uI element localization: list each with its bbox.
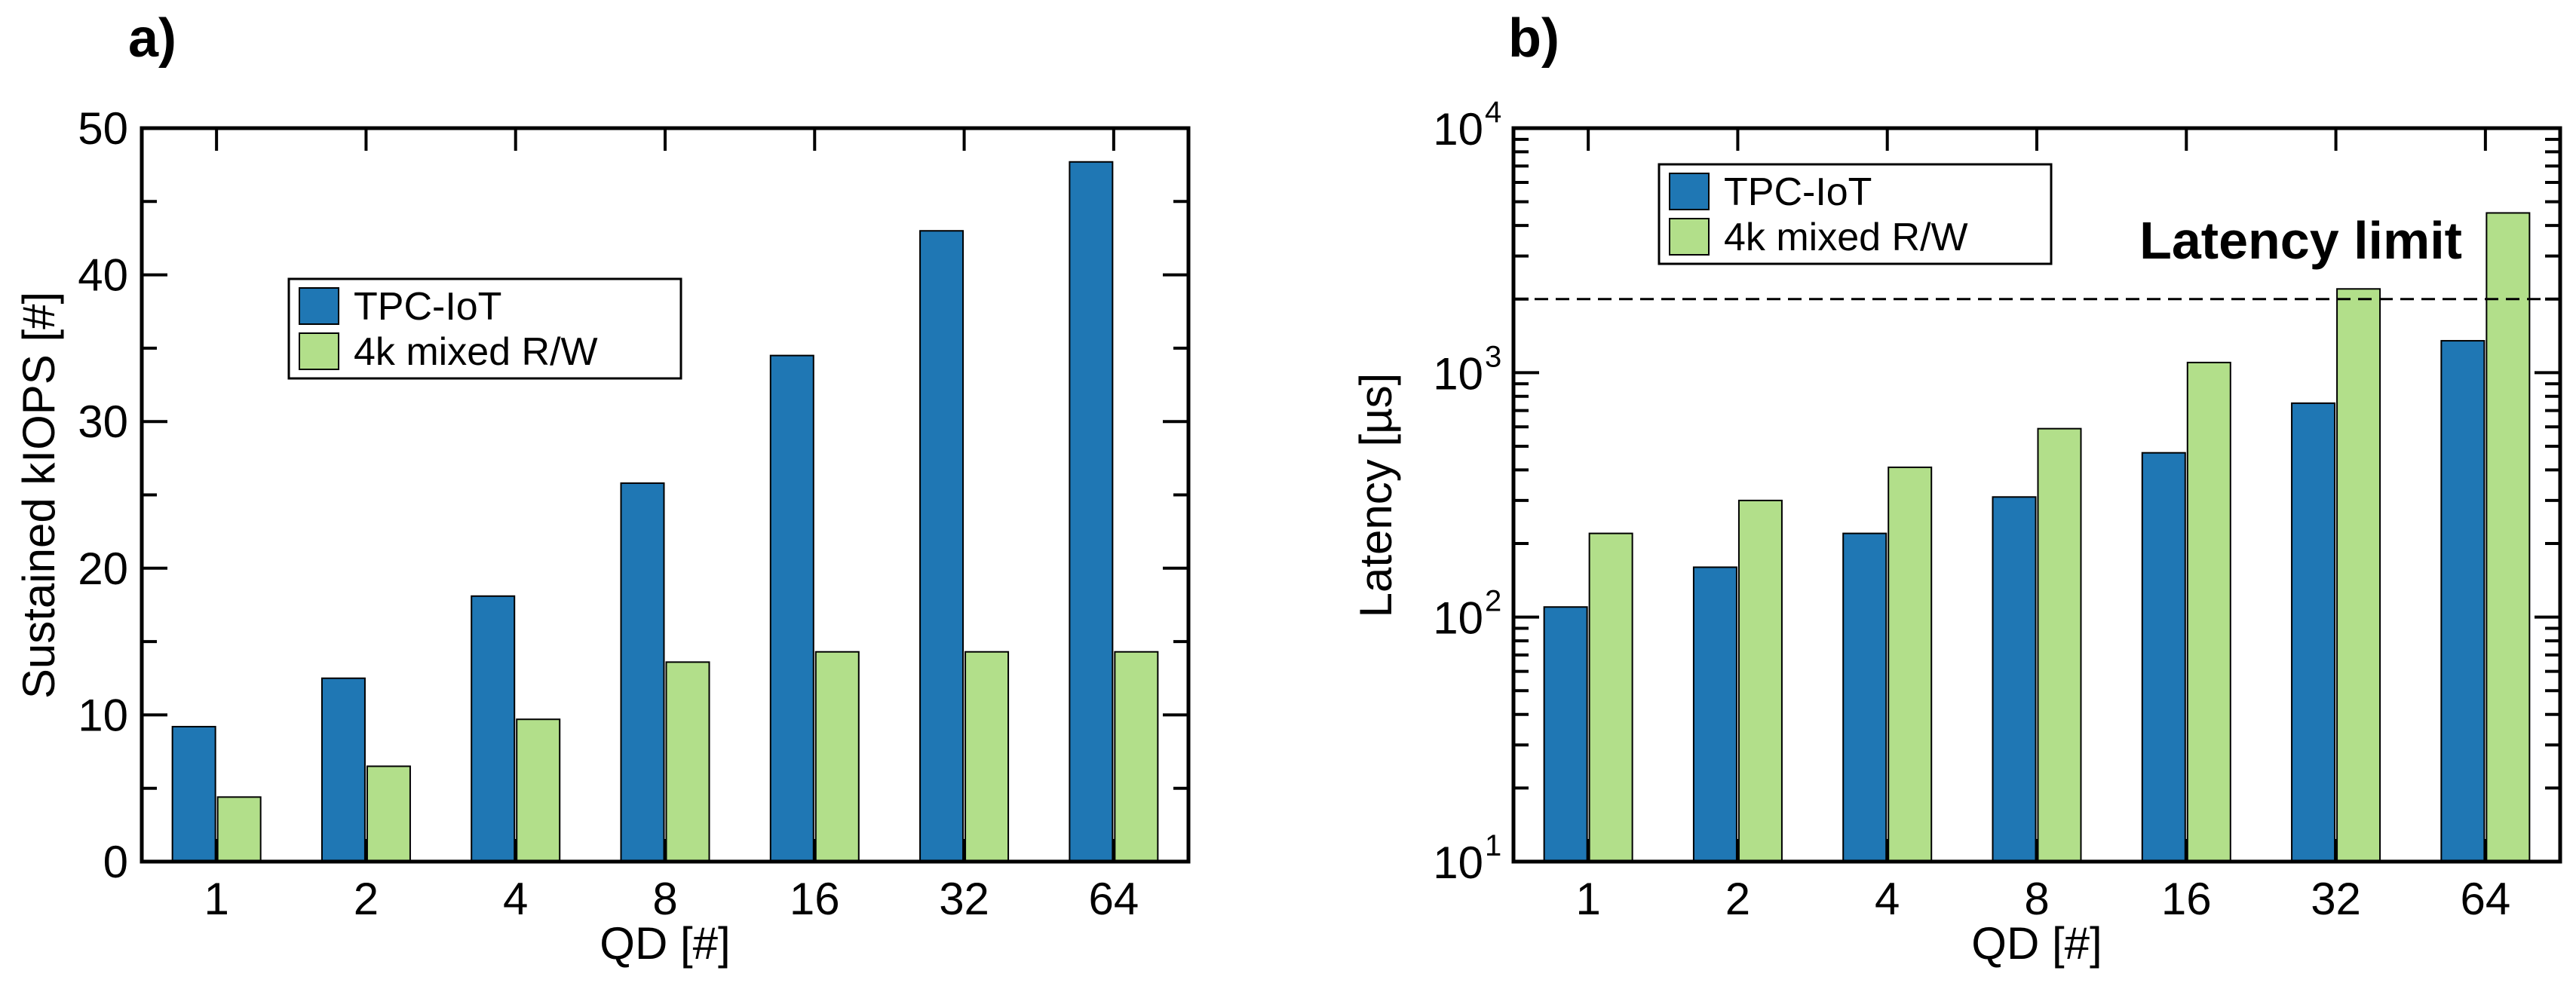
legend-label-4k-mixed-rw: 4k mixed R/W [354, 330, 598, 374]
bar-tpc-iot [320, 677, 366, 862]
y-tick-label: 10 [78, 690, 128, 740]
y-tick-label: 10 [1433, 837, 1483, 888]
y-tick-label: 30 [78, 397, 128, 447]
x-tick-label: 1 [1575, 874, 1600, 924]
legend-label-4k-mixed-rw: 4k mixed R/W [1724, 216, 1968, 259]
x-tick-label: 16 [790, 874, 840, 924]
panel-label: b) [1508, 8, 1559, 69]
bar-tpc-iot [1543, 606, 1588, 862]
bar-4k-mixed-rw [1114, 651, 1159, 862]
x-tick-label: 8 [652, 874, 677, 924]
legend-label-tpc-iot: TPC-IoT [354, 285, 501, 329]
bar-tpc-iot [2141, 452, 2186, 862]
legend-box [1658, 163, 2053, 265]
x-tick-label: 32 [2311, 874, 2361, 924]
bar-tpc-iot [919, 230, 964, 863]
bar-4k-mixed-rw [1588, 532, 1633, 863]
y-tick-exponent: 1 [1485, 829, 1501, 862]
x-tick-label: 2 [354, 874, 379, 924]
bar-4k-mixed-rw [1888, 466, 1933, 862]
y-tick-label: 20 [78, 543, 128, 594]
y-tick-label: 40 [78, 250, 128, 301]
legend-box [287, 277, 682, 380]
x-tick-label: 2 [1725, 874, 1750, 924]
bar-tpc-iot [1992, 496, 2037, 862]
bar-tpc-iot [2291, 402, 2336, 862]
bar-4k-mixed-rw [665, 661, 710, 862]
y-tick-label: 10 [1433, 593, 1483, 644]
x-axis-title: QD [#] [600, 918, 730, 969]
y-tick-label: 10 [1433, 348, 1483, 399]
y-axis-title: Sustained kIOPS [#] [14, 292, 64, 699]
x-tick-label: 8 [2024, 874, 2049, 924]
panel-label: a) [128, 8, 176, 69]
latency-limit-label: Latency limit [2139, 211, 2462, 270]
y-tick-exponent: 2 [1485, 585, 1501, 618]
bar-4k-mixed-rw [964, 651, 1010, 862]
bar-tpc-iot [769, 354, 814, 862]
y-tick-base: 10 [1433, 104, 1483, 155]
bar-4k-mixed-rw [366, 765, 411, 863]
bar-tpc-iot [1692, 566, 1737, 862]
x-tick-label: 64 [1088, 874, 1139, 924]
x-tick-label: 4 [503, 874, 528, 924]
bar-tpc-iot [171, 725, 216, 863]
y-tick-label: 0 [103, 837, 128, 887]
legend-swatch-tpc-iot [299, 287, 339, 325]
y-tick-label: 50 [78, 103, 128, 154]
y-tick-label: 10 [1433, 104, 1483, 155]
y-axis-title: Latency [µs] [1351, 373, 1401, 618]
legend-swatch-4k-mixed-rw [1669, 218, 1710, 256]
bar-4k-mixed-rw [216, 796, 262, 862]
x-tick-label: 64 [2460, 874, 2510, 924]
bar-4k-mixed-rw [2037, 427, 2082, 862]
bar-4k-mixed-rw [516, 718, 561, 862]
x-tick-label: 32 [939, 874, 989, 924]
bar-4k-mixed-rw [2186, 361, 2231, 862]
plot-frame [140, 126, 1191, 864]
bar-tpc-iot [471, 595, 516, 862]
x-tick-label: 4 [1875, 874, 1900, 924]
bar-4k-mixed-rw [2486, 212, 2531, 862]
x-tick-label: 16 [2161, 874, 2212, 924]
chart-a-iops: a) 0 10 20 30 40 50 1 2 4 8 16 32 64 QD [#] Sustained k… [14, 8, 1191, 969]
x-tick-label: 1 [204, 874, 228, 924]
bar-4k-mixed-rw [814, 651, 860, 862]
x-axis-title: QD [#] [1971, 918, 2102, 969]
plot-frame [1511, 126, 2562, 864]
y-tick-base: 10 [1433, 593, 1483, 644]
legend-swatch-tpc-iot [1669, 173, 1710, 210]
y-tick-base: 10 [1433, 348, 1483, 399]
y-tick-exponent: 4 [1485, 96, 1501, 129]
y-tick-exponent: 3 [1485, 340, 1501, 373]
bar-4k-mixed-rw [1737, 499, 1783, 862]
bar-tpc-iot [1842, 532, 1888, 863]
y-tick-base: 10 [1433, 837, 1483, 888]
bar-tpc-iot [2440, 340, 2486, 862]
bar-tpc-iot [620, 482, 665, 862]
legend-label-tpc-iot: TPC-IoT [1724, 170, 1872, 214]
bar-4k-mixed-rw [2336, 288, 2381, 862]
legend-swatch-4k-mixed-rw [299, 332, 339, 370]
bar-tpc-iot [1069, 161, 1114, 862]
